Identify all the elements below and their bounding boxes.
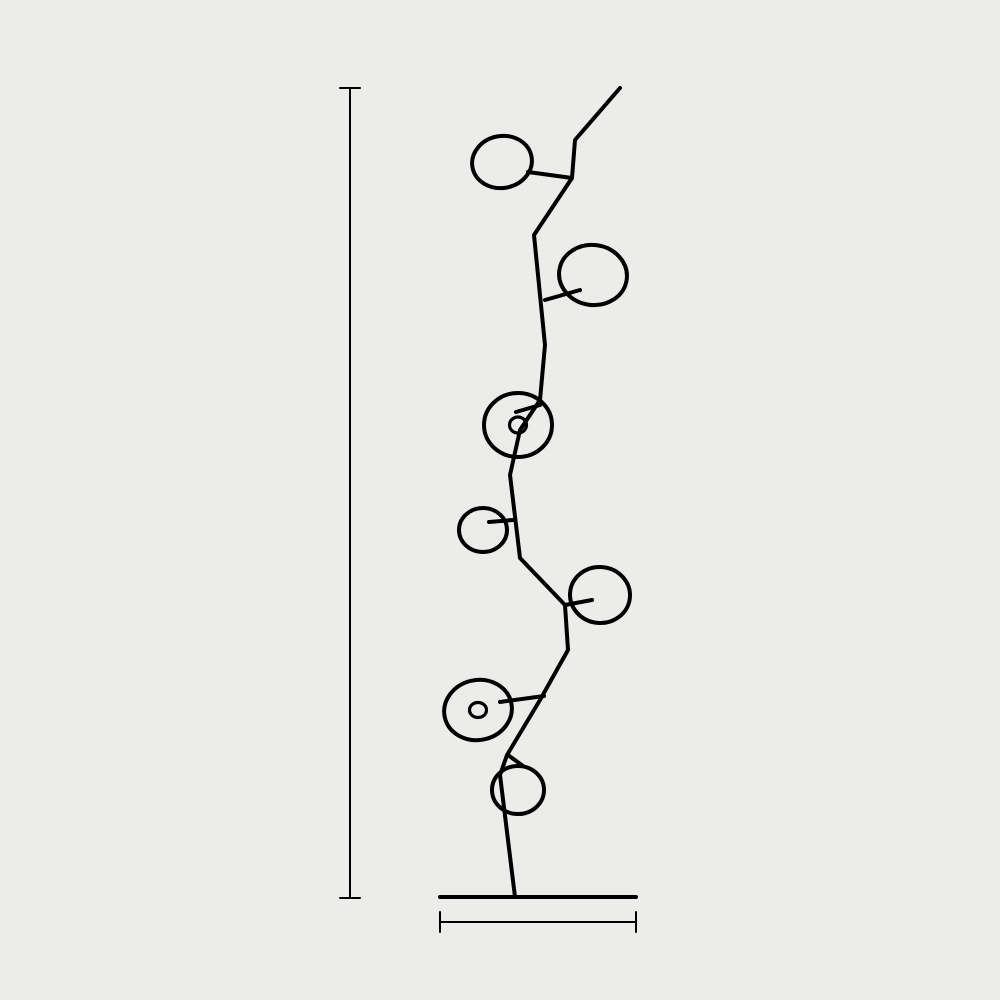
technical-drawing (0, 0, 1000, 1000)
background (0, 0, 1000, 1000)
diagram-container: PC1132 1705 390 (0, 0, 1000, 1000)
lamp-branch-3 (489, 520, 513, 522)
